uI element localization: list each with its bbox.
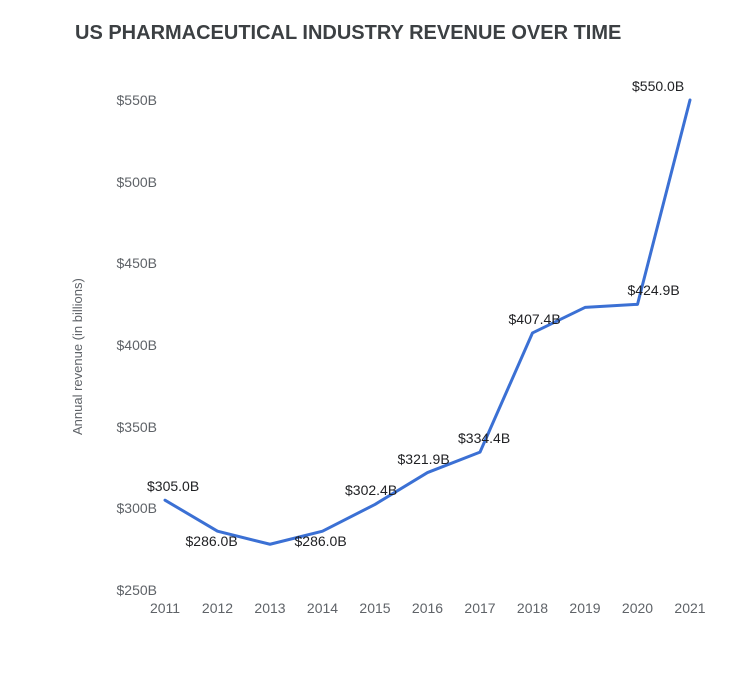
x-tick-label: 2021 <box>665 600 715 616</box>
x-tick-label: 2016 <box>403 600 453 616</box>
y-tick-label: $550B <box>97 92 157 108</box>
data-point-label: $407.4B <box>509 311 561 327</box>
data-point-label: $424.9B <box>628 282 680 298</box>
data-point-label: $550.0B <box>632 78 684 94</box>
y-tick-label: $500B <box>97 174 157 190</box>
x-tick-label: 2020 <box>613 600 663 616</box>
data-point-label: $305.0B <box>147 478 199 494</box>
chart-container: US PHARMACEUTICAL INDUSTRY REVENUE OVER … <box>0 0 738 680</box>
y-tick-label: $450B <box>97 255 157 271</box>
data-point-label: $286.0B <box>295 533 347 549</box>
revenue-line <box>165 100 690 544</box>
data-point-label: $286.0B <box>186 533 238 549</box>
x-tick-label: 2014 <box>298 600 348 616</box>
y-tick-label: $400B <box>97 337 157 353</box>
x-tick-label: 2011 <box>140 600 190 616</box>
x-tick-label: 2017 <box>455 600 505 616</box>
x-tick-label: 2015 <box>350 600 400 616</box>
x-tick-label: 2018 <box>508 600 558 616</box>
y-tick-label: $300B <box>97 500 157 516</box>
y-tick-label: $250B <box>97 582 157 598</box>
x-tick-label: 2013 <box>245 600 295 616</box>
x-tick-label: 2012 <box>193 600 243 616</box>
data-point-label: $302.4B <box>345 482 397 498</box>
x-tick-label: 2019 <box>560 600 610 616</box>
y-tick-label: $350B <box>97 419 157 435</box>
data-point-label: $321.9B <box>398 451 450 467</box>
data-point-label: $334.4B <box>458 430 510 446</box>
